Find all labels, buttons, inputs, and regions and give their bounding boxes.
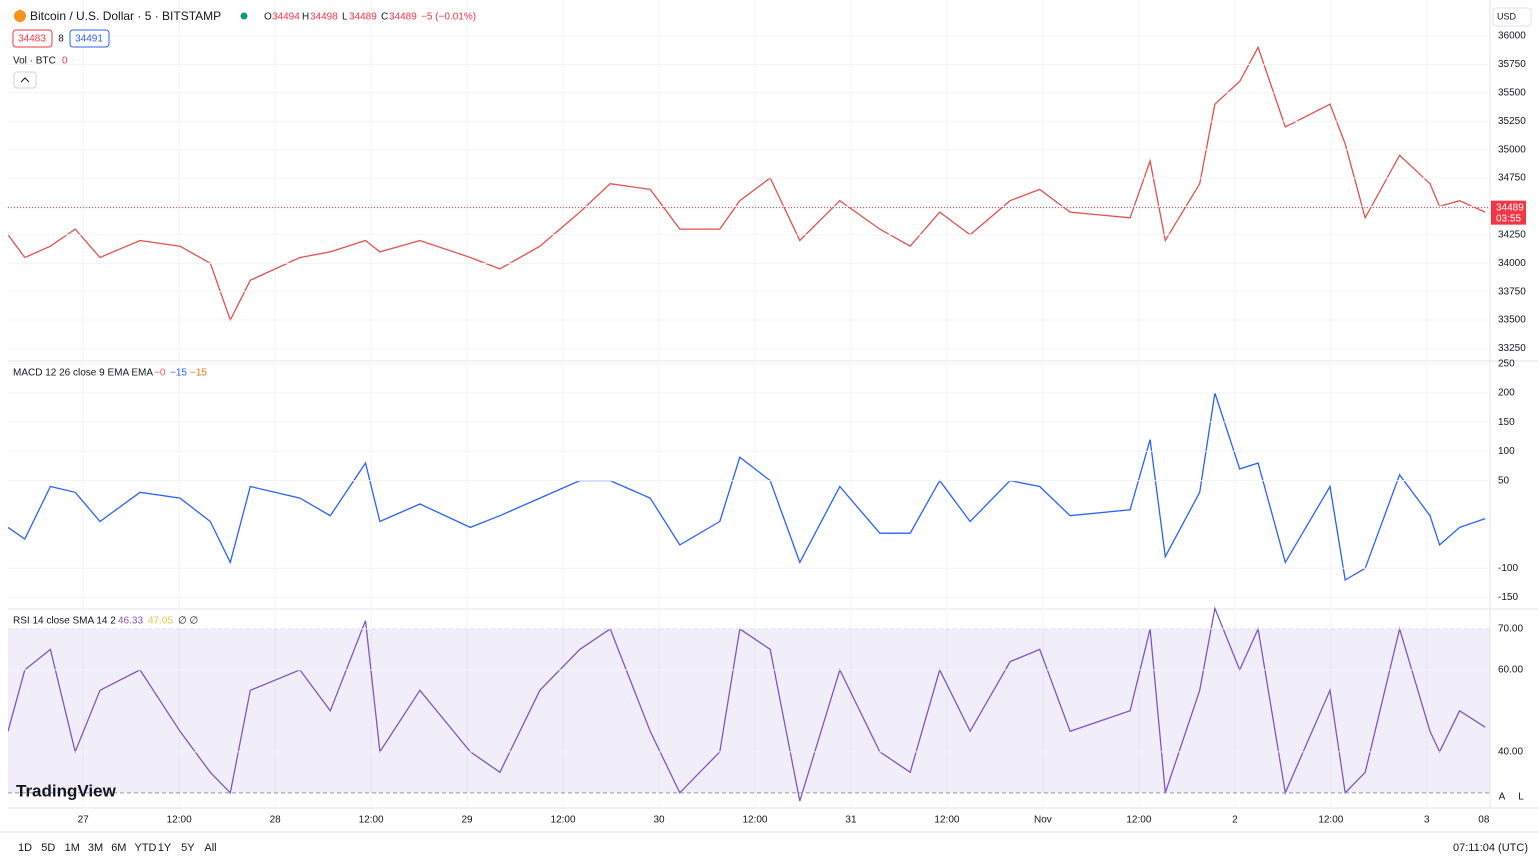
price-tick-label: 35750 xyxy=(1498,59,1526,70)
signal-value: −15 xyxy=(190,368,207,379)
range-button[interactable]: 1D xyxy=(18,842,32,854)
bid: 34483 xyxy=(18,34,46,45)
range-button[interactable]: 1Y xyxy=(158,842,172,854)
time-tick-label: 12:00 xyxy=(934,815,959,826)
macd-title: MACD 12 26 close 9 EMA EMA xyxy=(13,368,153,379)
price-tick-label: -150 xyxy=(1498,592,1518,603)
plot-layer: 27 12:00 28 12:00 29 12:00 30 12:00 31 12:00 Nov 12… xyxy=(8,0,1526,826)
ohlc-key: L xyxy=(342,12,348,23)
ask: 34491 xyxy=(75,34,103,45)
currency: USD xyxy=(1497,11,1517,21)
time-tick-label: 08:00 xyxy=(1478,815,1503,826)
time-tick-label: 12:00 xyxy=(551,815,576,826)
range-button[interactable]: YTD xyxy=(135,842,157,854)
market-status xyxy=(240,12,248,20)
range-button[interactable]: 5D xyxy=(41,842,55,854)
spread: 8 xyxy=(58,34,64,45)
price-tick-label: 40.00 xyxy=(1498,746,1523,757)
currency-button[interactable] xyxy=(1492,7,1532,27)
volume-title: Vol · BTC xyxy=(13,56,56,67)
range-button[interactable]: 5Y xyxy=(181,842,195,854)
time-tick-label: 12:00 xyxy=(359,815,384,826)
ohlc-value: 34489 xyxy=(389,12,417,23)
symbol: Bitcoin / U.S. Dollar · 5 · BITSTAMP xyxy=(30,9,221,23)
bid-button[interactable] xyxy=(12,29,53,48)
ohlc-value: 34494 xyxy=(272,12,300,23)
range-button[interactable]: 1M xyxy=(65,842,80,854)
price-tick-label: 60.00 xyxy=(1498,664,1523,675)
auto-scale-button[interactable] xyxy=(1494,789,1511,805)
time-tick-label: 28 xyxy=(270,815,282,826)
btc-icon xyxy=(14,10,26,22)
plot-area: 27 12:00 28 12:00 29 12:00 30 12:00 31 12:00 Nov 12… xyxy=(8,0,1503,826)
macd-value: −15 xyxy=(170,368,187,379)
price-tick-label: 50 xyxy=(1498,475,1510,486)
auto-scale: A xyxy=(1499,792,1506,803)
time-tick-label: 12:00 xyxy=(1318,815,1343,826)
price-tick-label: 100 xyxy=(1498,446,1515,457)
price-tick-label: 250 xyxy=(1498,358,1515,369)
volume-value: 0 xyxy=(62,56,68,67)
rsi-extra: ∅ ∅ xyxy=(178,616,198,627)
time-tick-label: Nov xyxy=(1034,815,1052,826)
price-tick-label: 35000 xyxy=(1498,144,1526,155)
price-tick-label: 33500 xyxy=(1498,315,1526,326)
ohlc-key: H xyxy=(302,12,309,23)
countdown: 03:55 xyxy=(1496,213,1521,224)
time-tick-label: 2 xyxy=(1232,815,1238,826)
ohlc-value: 34489 xyxy=(349,12,377,23)
change: −5 (−0.01%) xyxy=(421,12,476,23)
range-button[interactable]: All xyxy=(204,842,216,854)
time-tick-label: 12:00 xyxy=(167,815,192,826)
rsi-line xyxy=(8,606,1486,802)
price-tick-label: 70.00 xyxy=(1498,623,1523,634)
log-scale-button[interactable] xyxy=(1513,789,1530,805)
collapse-icon xyxy=(20,77,30,83)
rsi-title: RSI 14 close SMA 14 2 xyxy=(13,616,116,627)
last-price: 34489 xyxy=(1496,202,1524,213)
time-tick-label: 30 xyxy=(653,815,665,826)
price-line xyxy=(8,45,1486,322)
time-tick-label: 31 xyxy=(845,815,857,826)
ohlc-key: C xyxy=(381,12,388,23)
price-tick-label: 35250 xyxy=(1498,116,1526,127)
price-tick-label: 34000 xyxy=(1498,258,1526,269)
price-tick-label: 36000 xyxy=(1498,31,1526,42)
price-tick-label: 33250 xyxy=(1498,343,1526,354)
time-tick-label: 27 xyxy=(78,815,90,826)
rsi-sma-value: 47.05 xyxy=(148,616,173,627)
ohlc-key: O xyxy=(264,12,272,23)
time-tick-label: 29 xyxy=(462,815,474,826)
macd-line xyxy=(8,392,1486,582)
time-tick-label: 3 xyxy=(1424,815,1430,826)
rsi-band xyxy=(8,628,1490,793)
range-button[interactable]: 3M xyxy=(88,842,103,854)
rsi-value: 46.33 xyxy=(118,616,143,627)
price-tick-label: 35500 xyxy=(1498,87,1526,98)
clock: 07:11:04 (UTC) xyxy=(1453,842,1528,854)
price-tick-label: 34750 xyxy=(1498,173,1526,184)
macd-hist-value: −0 xyxy=(154,368,166,379)
price-tick-label: 33750 xyxy=(1498,286,1526,297)
price-tick-label: 200 xyxy=(1498,388,1515,399)
log-scale: L xyxy=(1518,792,1524,803)
price-tick-label: -100 xyxy=(1498,563,1518,574)
range-button[interactable]: 6M xyxy=(111,842,126,854)
collapse-button[interactable] xyxy=(13,71,37,89)
time-tick-label: 12:00 xyxy=(742,815,767,826)
logo: TradingView xyxy=(16,781,117,800)
time-tick-label: 12:00 xyxy=(1126,815,1151,826)
price-tick-label: 34250 xyxy=(1498,229,1526,240)
ask-button[interactable] xyxy=(69,29,110,48)
price-tick-label: 150 xyxy=(1498,417,1515,428)
last-price-badge xyxy=(1491,200,1526,225)
ohlc-value: 34498 xyxy=(310,12,338,23)
